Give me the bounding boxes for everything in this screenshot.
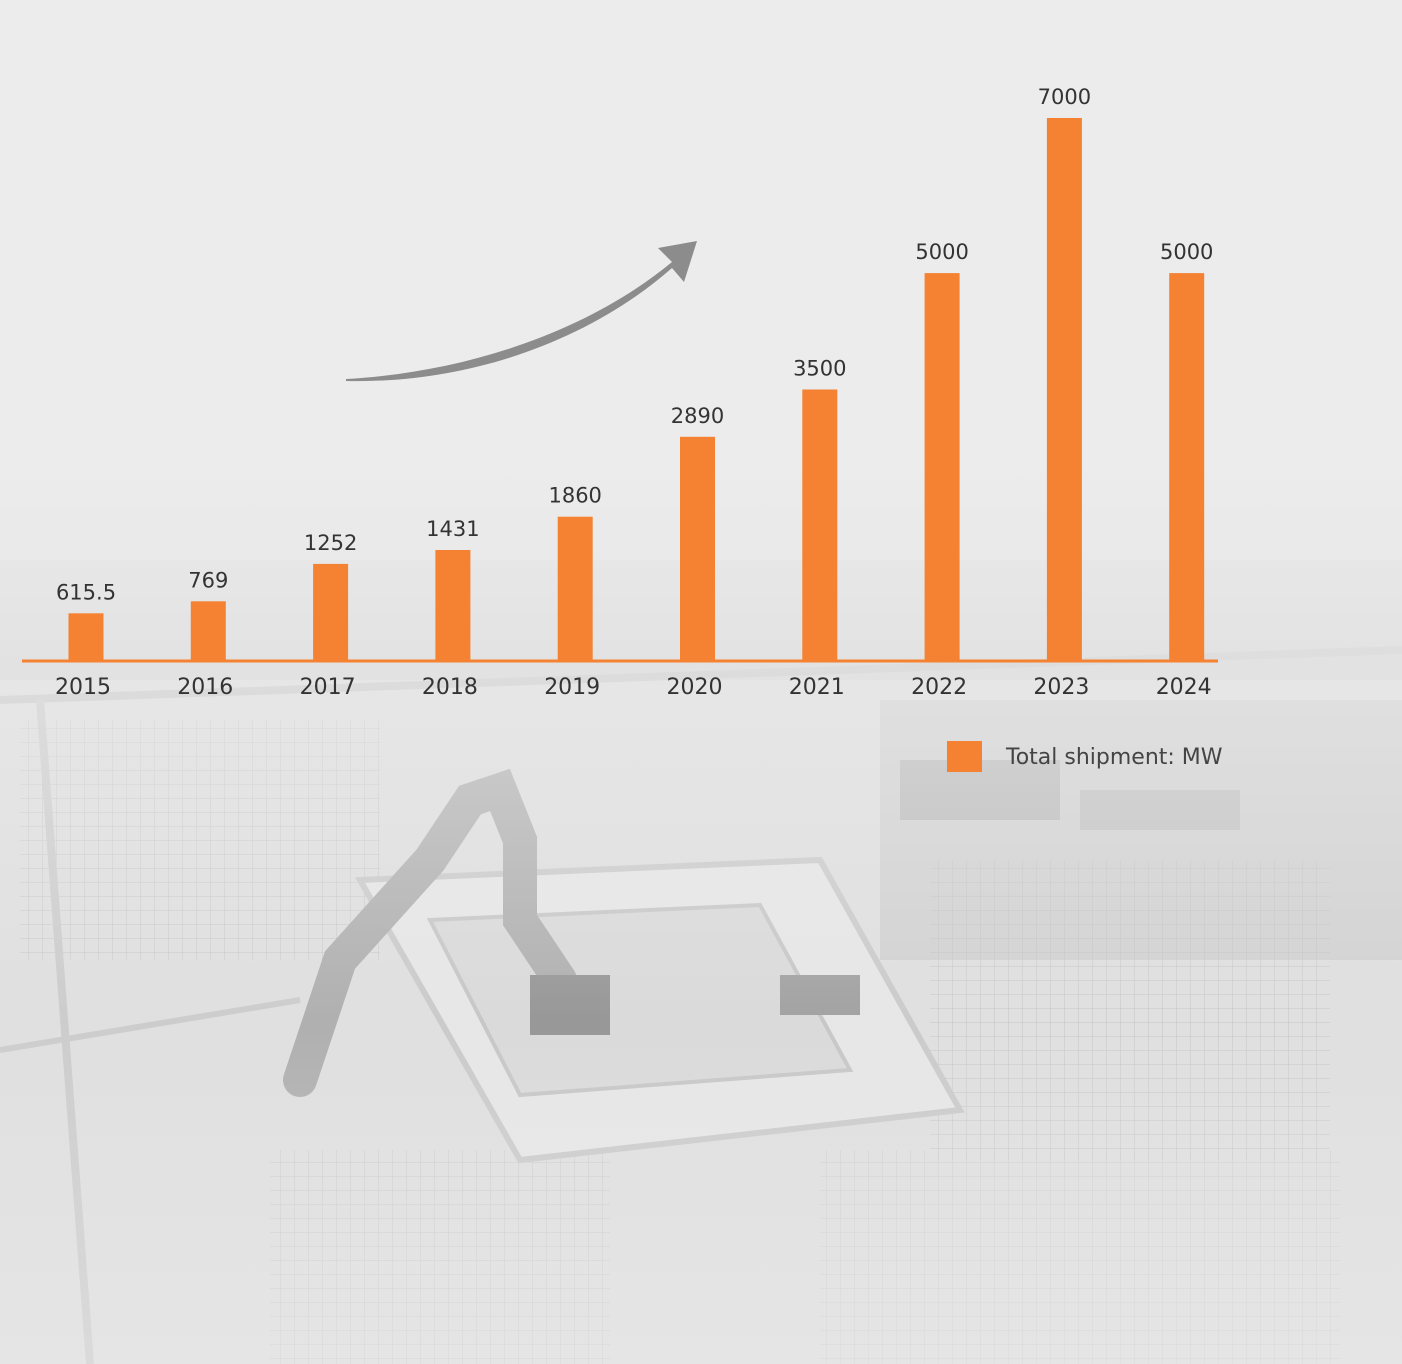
- x-tick-label-2016: 2016: [177, 675, 233, 700]
- x-tick-label-2020: 2020: [667, 675, 723, 700]
- x-tick-label-2023: 2023: [1033, 675, 1089, 700]
- x-tick-label-2017: 2017: [300, 675, 356, 700]
- value-label-2022: 5000: [915, 240, 968, 264]
- value-label-2017: 1252: [304, 531, 357, 555]
- bar-2023: [1046, 118, 1082, 661]
- value-label-2015: 615.5: [56, 580, 116, 604]
- x-tick-label-2022: 2022: [911, 675, 967, 700]
- value-label-2016: 769: [188, 568, 228, 592]
- bar-2015: [68, 613, 104, 661]
- bar-2024: [1169, 273, 1205, 661]
- bar-2016: [190, 601, 226, 661]
- value-label-2021: 3500: [793, 357, 846, 381]
- value-label-2024: 5000: [1160, 240, 1213, 264]
- bar-2020: [680, 436, 715, 661]
- legend: Total shipment: MW: [947, 741, 1223, 772]
- bar-2017: [313, 563, 349, 661]
- bar-2022: [924, 273, 960, 661]
- value-label-2020: 2890: [671, 404, 724, 428]
- bar-2019: [557, 516, 593, 661]
- x-tick-label-2015: 2015: [55, 675, 111, 700]
- legend-swatch: [947, 741, 982, 772]
- bar-2018: [435, 550, 471, 661]
- trend-arrow-icon: [346, 241, 697, 382]
- x-tick-label-2018: 2018: [422, 675, 478, 700]
- x-tick-label-2024: 2024: [1156, 675, 1212, 700]
- value-label-2023: 7000: [1038, 85, 1091, 109]
- value-label-2018: 1431: [426, 517, 479, 541]
- value-label-2019: 1860: [548, 484, 601, 508]
- x-tick-label-2021: 2021: [789, 675, 845, 700]
- legend-label: Total shipment: MW: [1005, 745, 1223, 770]
- x-tick-label-2019: 2019: [544, 675, 600, 700]
- bar-2021: [802, 389, 838, 661]
